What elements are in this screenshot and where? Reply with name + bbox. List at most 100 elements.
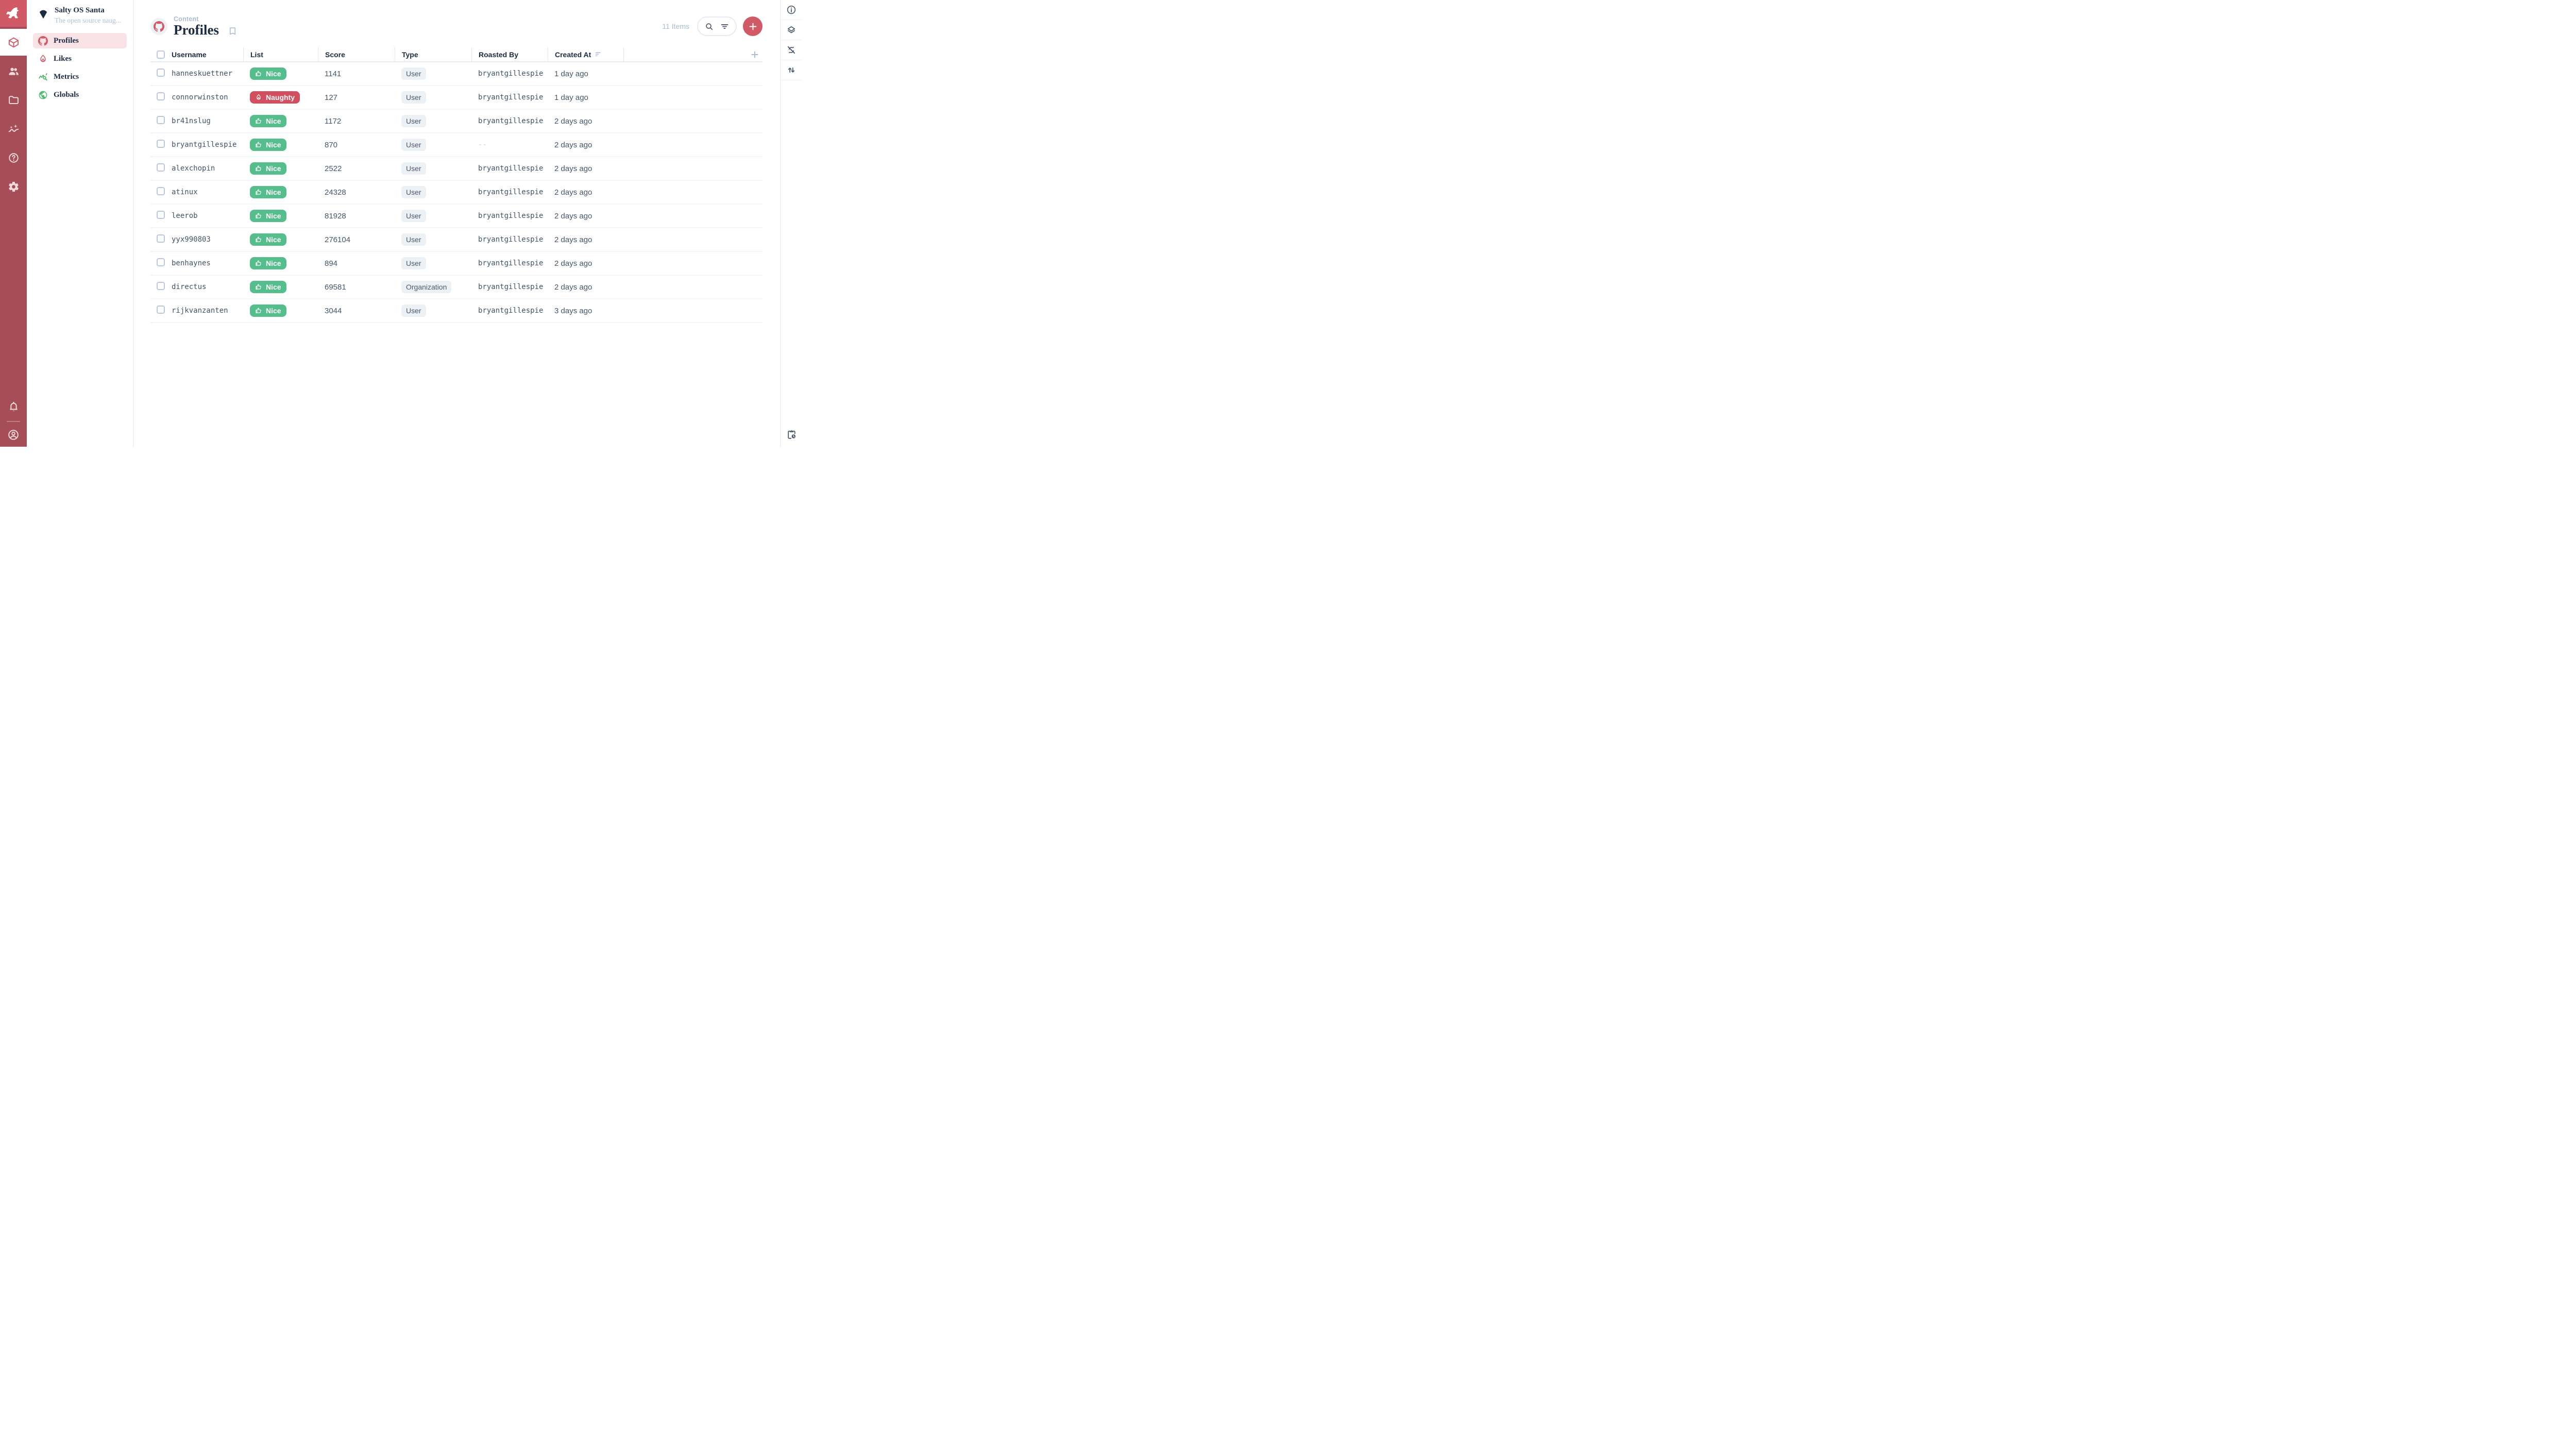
cell-list: Nice [243, 210, 318, 223]
column-username[interactable]: Username [172, 50, 207, 59]
nav-item-label: Globals [54, 90, 79, 99]
table-row[interactable]: benhaynes Nice 894 User bryantgillespie … [150, 252, 762, 276]
layers-icon [786, 25, 796, 35]
cell-username: hanneskuettner [172, 70, 233, 78]
row-checkbox[interactable] [157, 187, 165, 196]
table-row[interactable]: bryantgillespie Nice 870 User -- 2 days … [150, 133, 762, 158]
cell-created-at: 2 days ago [554, 140, 592, 149]
column-created-at[interactable]: Created At [548, 47, 623, 62]
add-item-button[interactable] [743, 16, 762, 37]
right-sidebar [780, 0, 802, 447]
type-chip: User [401, 91, 426, 104]
column-roasted-by[interactable]: Roasted By [471, 47, 548, 62]
activity-button[interactable] [781, 422, 802, 447]
module-content[interactable] [0, 29, 27, 56]
cell-score: 1172 [325, 116, 342, 126]
module-docs[interactable] [0, 144, 27, 171]
cell-username: bryantgillespie [172, 141, 237, 149]
row-checkbox[interactable] [157, 306, 165, 314]
row-checkbox[interactable] [157, 282, 165, 291]
column-list[interactable]: List [243, 47, 318, 62]
table-row[interactable]: alexchopin Nice 2522 User bryantgillespi… [150, 157, 762, 181]
checkbox-cell [150, 234, 168, 245]
search-button[interactable] [704, 22, 714, 31]
project-description: The open source naug... [55, 16, 121, 24]
add-column-icon[interactable] [750, 50, 759, 59]
table-row[interactable]: directus Nice 69581 Organization bryantg… [150, 276, 762, 300]
cell-type: User [395, 210, 471, 223]
account-button[interactable] [0, 423, 27, 447]
cell-roasted-by: bryantgillespie [478, 188, 544, 197]
refresh-disabled-button[interactable] [781, 40, 802, 60]
sort-icon[interactable] [595, 50, 602, 58]
cell-username: yyx990803 [172, 235, 211, 244]
insights-icon [8, 123, 20, 135]
header-actions: 11 Items [662, 16, 762, 37]
row-checkbox[interactable] [157, 234, 165, 243]
table-row[interactable]: connorwinston Naughty 127 User bryantgil… [150, 86, 762, 110]
row-checkbox[interactable] [157, 163, 165, 172]
badge-label: Nice [266, 141, 281, 149]
checkbox-cell [150, 92, 168, 103]
row-checkbox[interactable] [157, 140, 165, 148]
thumb-up-icon [255, 165, 262, 172]
cell-roasted-by: bryantgillespie [478, 164, 544, 173]
module-settings[interactable] [0, 173, 27, 200]
nav-item-metrics[interactable]: Metrics [33, 69, 127, 84]
nice-badge: Nice [250, 304, 286, 317]
nav-item-label: Metrics [54, 72, 79, 81]
table-row[interactable]: br41nslug Nice 1172 User bryantgillespie… [150, 110, 762, 134]
bookmark-button[interactable] [228, 26, 238, 36]
cell-list: Nice [243, 281, 318, 294]
table-row[interactable]: hanneskuettner Nice 1141 User bryantgill… [150, 62, 762, 87]
project-meta: Salty OS Santa The open source naug... [55, 6, 121, 25]
nav-item-likes[interactable]: Likes [33, 51, 127, 66]
module-users[interactable] [0, 58, 27, 84]
module-files[interactable] [0, 87, 27, 113]
title-stack: Content Profiles [174, 15, 238, 37]
info-button[interactable] [781, 0, 802, 20]
column-score[interactable]: Score [318, 47, 395, 62]
cell-type: Organization [395, 281, 471, 294]
type-chip: User [401, 304, 426, 317]
table-row[interactable]: rijkvanzanten Nice 3044 User bryantgille… [150, 299, 762, 324]
table-row[interactable]: yyx990803 Nice 276104 User bryantgillesp… [150, 228, 762, 252]
type-chip: User [401, 186, 426, 199]
table-row[interactable]: atinux Nice 24328 User bryantgillespie 2… [150, 181, 762, 205]
nav-item-globals[interactable]: Globals [33, 87, 127, 103]
row-checkbox[interactable] [157, 258, 165, 267]
column-type[interactable]: Type [395, 47, 471, 62]
cell-list: Nice [243, 304, 318, 317]
cell-created-at: 2 days ago [554, 164, 592, 173]
cell-type: User [395, 91, 471, 104]
github-icon [154, 21, 164, 32]
bookmark-icon [228, 26, 238, 36]
row-checkbox[interactable] [157, 69, 165, 77]
cell-type: User [395, 186, 471, 199]
row-checkbox[interactable] [157, 92, 165, 101]
row-checkbox[interactable] [157, 211, 165, 219]
row-checkbox[interactable] [157, 116, 165, 125]
select-all-checkbox[interactable] [157, 50, 165, 59]
notifications-button[interactable] [0, 393, 27, 420]
filter-button[interactable] [720, 22, 730, 31]
checkbox-cell [150, 258, 168, 268]
cell-type: User [395, 304, 471, 317]
project-name: Salty OS Santa [55, 6, 105, 14]
app-logo[interactable] [0, 0, 27, 27]
layout-options-button[interactable] [781, 20, 802, 40]
project-header[interactable]: Salty OS Santa The open source naug... [27, 6, 133, 25]
cell-created-at: 2 days ago [554, 235, 592, 244]
import-export-button[interactable] [781, 60, 802, 80]
cell-username: alexchopin [172, 164, 215, 173]
nav-item-profiles[interactable]: Profiles [33, 33, 127, 48]
nav-sidebar: Salty OS Santa The open source naug... P… [27, 0, 134, 447]
table-row[interactable]: leerob Nice 81928 User bryantgillespie 2… [150, 205, 762, 229]
type-chip: Organization [401, 281, 452, 294]
folder-icon [8, 94, 20, 106]
module-bar [0, 0, 27, 447]
checkbox-cell [150, 163, 168, 174]
module-insights[interactable] [0, 115, 27, 142]
flame-icon [255, 94, 262, 101]
account-circle-icon [7, 429, 20, 441]
